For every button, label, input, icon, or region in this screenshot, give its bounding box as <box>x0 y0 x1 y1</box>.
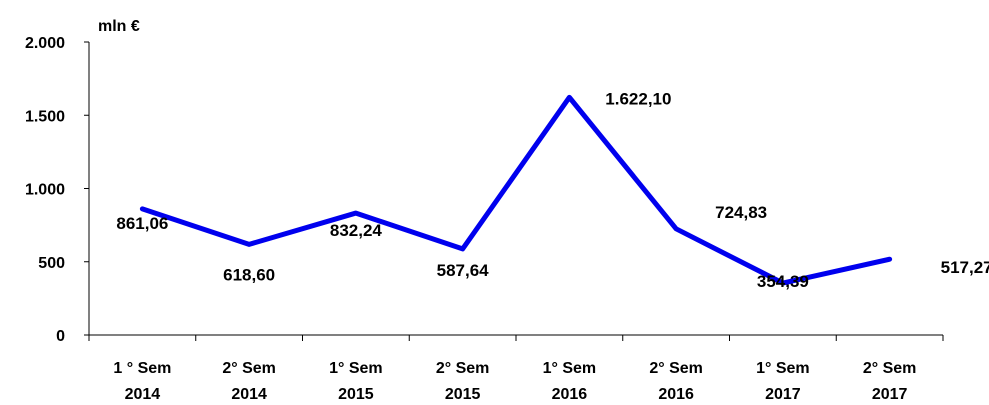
unit-label: mln € <box>98 18 140 35</box>
x-axis-ticks: 1 ° Sem 2014 2° Sem 2014 1° Sem 2015 2° Sem 201… <box>88 335 944 403</box>
y-tick-label: 2.000 <box>25 35 65 52</box>
y-axis-ticks: 0 500 1.000 1.500 2.000 <box>25 35 89 345</box>
y-tick-label: 1.000 <box>25 182 65 199</box>
data-labels: 861,06 618,60 832,24 587,64 1.622,10 724,83 35… <box>116 89 989 291</box>
x-tick-label: 2° Sem 2015 <box>436 360 490 403</box>
data-label: 354,39 <box>757 272 809 291</box>
x-tick-label: 1° Sem 2016 <box>543 360 597 403</box>
x-tick-label: 1° Sem 2017 <box>756 360 810 403</box>
y-tick-label: 500 <box>38 255 65 272</box>
y-tick-label: 1.500 <box>25 108 65 125</box>
data-label: 587,64 <box>437 261 490 280</box>
x-tick-label: 1° Sem 2015 <box>329 360 383 403</box>
y-tick-label: 0 <box>56 328 65 345</box>
x-tick-label: 2° Sem 2017 <box>863 360 917 403</box>
data-label: 517,27 <box>941 258 989 277</box>
data-label: 1.622,10 <box>605 89 671 108</box>
axes <box>88 42 943 336</box>
series-line <box>139 94 893 286</box>
x-tick-label: 1 ° Sem 2014 <box>113 360 171 403</box>
x-tick-label: 2° Sem 2016 <box>649 360 703 403</box>
data-label: 618,60 <box>223 265 275 284</box>
data-label: 832,24 <box>330 221 383 240</box>
x-tick-label: 2° Sem 2014 <box>222 360 276 403</box>
series-group <box>139 94 893 286</box>
data-label: 861,06 <box>116 214 168 233</box>
data-label: 724,83 <box>715 203 767 222</box>
